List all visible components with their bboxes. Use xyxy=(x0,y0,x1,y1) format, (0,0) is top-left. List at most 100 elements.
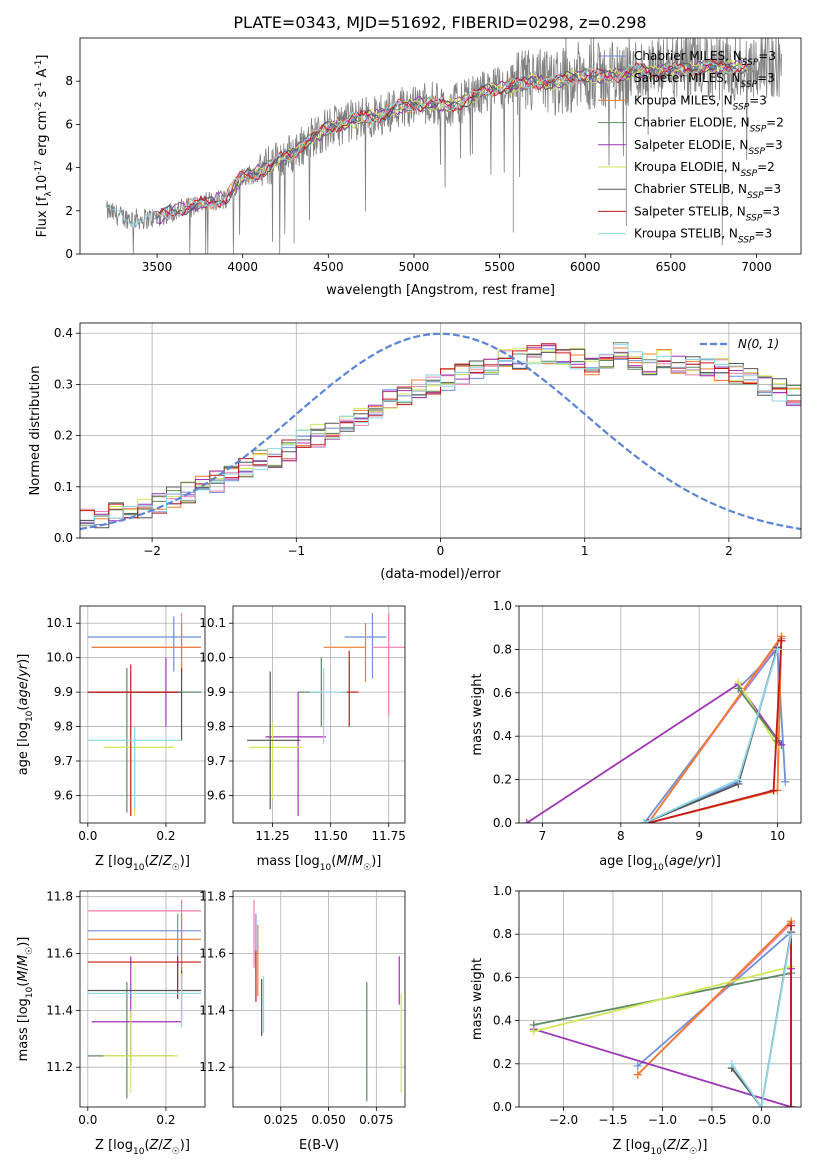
label-part: Kroupa MILES, N xyxy=(634,93,733,107)
y-tick-label: 10.0 xyxy=(199,651,226,665)
y-tick-label: 0.4 xyxy=(493,729,512,743)
label-part: ( xyxy=(16,706,31,711)
grid-age_vs_Z xyxy=(80,606,205,823)
y-tick-label: 11.8 xyxy=(199,890,226,904)
label-part: mass [log xyxy=(16,998,31,1061)
y-tick-label: 10.1 xyxy=(199,616,226,630)
y-tick-label: 0.0 xyxy=(493,1100,512,1114)
y-tick-label: 1.0 xyxy=(493,884,512,898)
label-part: Salpeter STELIB, N xyxy=(634,204,746,218)
label-part: ☉ xyxy=(363,863,371,873)
label-part: SSP xyxy=(746,213,763,223)
panel-age_vs_Z: 0.0 0.29.69.79.89.910.010.1Z [log10(Z/Z☉)… xyxy=(16,605,206,873)
x-tick-label: 2 xyxy=(725,544,733,558)
axes-frame xyxy=(79,890,206,1108)
label-part: Chabrier STELIB, N xyxy=(634,182,747,196)
plot-area-weight_vs_Z xyxy=(529,917,796,1107)
label-part: yr xyxy=(16,662,31,678)
label-part: 10 xyxy=(650,1147,662,1157)
model-line-7 xyxy=(153,59,748,217)
label-part: Z xyxy=(162,1138,173,1153)
label-part: SSP xyxy=(750,125,767,135)
label-part: M xyxy=(336,854,347,869)
y-tick-label: 9.8 xyxy=(207,720,226,734)
y-tick-label: 8 xyxy=(65,74,73,88)
panel-residuals: −2 −1 0 1 2 0.0 0.1 0.2 0.3 0.4 N(0, 1) (data-model… xyxy=(28,322,802,582)
label-part: λ xyxy=(44,191,54,197)
label-part: M xyxy=(352,854,363,869)
label-part: )] xyxy=(711,854,721,869)
label-part: =3 xyxy=(764,182,782,196)
y-tick-label: 1.0 xyxy=(493,599,512,613)
weight-marker xyxy=(757,1103,766,1107)
y-tick-label: 9.6 xyxy=(54,788,73,802)
label-part: Z xyxy=(679,1138,690,1153)
x-tick-label: −0.5 xyxy=(697,1113,726,1127)
x-tick-label: 6500 xyxy=(656,260,687,274)
model-line-8 xyxy=(105,59,748,228)
label-part: ( xyxy=(662,1138,667,1153)
label-part: SSP xyxy=(741,80,758,90)
label-part: SSP xyxy=(747,191,764,201)
x-axis-label: Z [log10(Z/Z☉)] xyxy=(95,1138,190,1157)
x-tick-label: −1 xyxy=(287,544,305,558)
x-tick-label: 5000 xyxy=(399,260,430,274)
axes-frame xyxy=(232,890,406,1108)
label-part: ( xyxy=(16,982,31,987)
label-part: Kroupa STELIB, N xyxy=(634,227,738,241)
histogram-step-3 xyxy=(80,342,801,525)
y-axis-label: mass [log10(M/M☉)] xyxy=(16,937,35,1062)
y-tick-label: 11.8 xyxy=(46,890,73,904)
label-part: Salpeter MILES, N xyxy=(634,71,741,85)
weight-marker xyxy=(777,636,786,645)
y-tick-label: 0.0 xyxy=(493,816,512,830)
grid-residuals xyxy=(80,323,801,539)
label-part: / xyxy=(676,1138,681,1153)
legend-label: Salpeter MILES, NSSP=3 xyxy=(634,71,775,90)
weight-marker xyxy=(781,777,790,786)
y-tick-label: 11.2 xyxy=(46,1060,73,1074)
label-part: M xyxy=(16,955,31,966)
y-axis-label: mass weight xyxy=(470,673,485,755)
label-part: -1 xyxy=(34,82,44,91)
weight-marker xyxy=(734,684,743,693)
weight-marker xyxy=(633,1070,642,1079)
y-tick-label: 0.2 xyxy=(54,429,73,443)
histogram-step-8 xyxy=(80,344,801,526)
label-part: =3 xyxy=(762,204,780,218)
label-part: Chabrier MILES, N xyxy=(634,49,742,63)
weight-marker xyxy=(727,1059,736,1068)
panel-weight_vs_Z: −2.0 −1.5 −1.0 −0.5 0.0 0.0 0.2 0.4 0.6 0.8 1.0 Z [… xyxy=(470,884,802,1157)
y-tick-label: 10.1 xyxy=(46,616,73,630)
legend-label: Chabrier MILES, NSSP=3 xyxy=(634,49,776,68)
y-tick-label: 0.2 xyxy=(493,773,512,787)
weight-line xyxy=(637,919,792,1107)
label-part: Z [log xyxy=(95,1138,133,1153)
legend-label: Salpeter STELIB, NSSP=3 xyxy=(634,204,780,223)
axes-frame xyxy=(518,890,802,1108)
model-line-6 xyxy=(156,59,747,219)
label-part: / xyxy=(158,1138,163,1153)
grid-mass_vs_EBV xyxy=(233,891,405,1107)
x-axis-label: Z [log10(Z/Z☉)] xyxy=(613,1138,708,1157)
label-part: 10 xyxy=(133,863,145,873)
y-tick-label: 0.2 xyxy=(493,1057,512,1071)
label-part: SSP xyxy=(738,236,755,246)
y-axis-label: Normed distribution xyxy=(28,366,43,496)
x-tick-label: 4000 xyxy=(227,260,258,274)
x-tick-label: −1.0 xyxy=(648,1113,677,1127)
label-part: ( xyxy=(664,854,669,869)
weight-line xyxy=(533,965,792,1033)
model-line-5 xyxy=(233,58,749,193)
label-part: )] xyxy=(16,654,31,664)
label-part: Z xyxy=(149,854,160,869)
label-part: / xyxy=(158,854,163,869)
label-part: Chabrier ELODIE, N xyxy=(634,116,750,130)
y-tick-label: 4 xyxy=(65,161,73,175)
y-tick-label: 0.0 xyxy=(54,531,73,545)
figure-title: PLATE=0343, MJD=51692, FIBERID=0298, z=0… xyxy=(233,13,646,32)
y-tick-label: 0.3 xyxy=(54,377,73,391)
label-part: ☉ xyxy=(689,1147,697,1157)
label-part: =2 xyxy=(766,116,784,130)
